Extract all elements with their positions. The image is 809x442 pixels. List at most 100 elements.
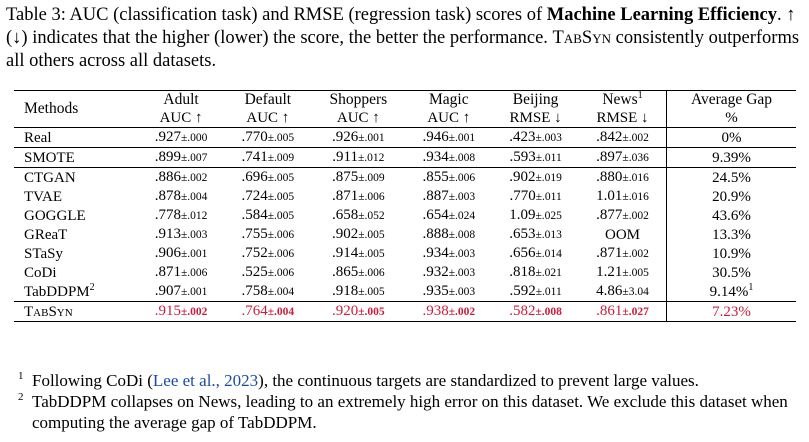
score-cell: 4.86±3.04 xyxy=(596,283,649,299)
news-footnote-mark: 1 xyxy=(637,89,643,101)
score-cell: .871±.002 xyxy=(596,245,649,261)
method-name: Real xyxy=(14,127,138,148)
score-cell: .770±.011 xyxy=(509,188,562,204)
score-cell: .656±.014 xyxy=(509,245,562,261)
method-name: STaSy xyxy=(24,245,63,262)
score-cell: .855±.006 xyxy=(405,167,493,187)
score-cell: .920±.005 xyxy=(311,301,406,322)
col-header-magic: Magic xyxy=(405,90,493,109)
average-gap-cell: 0% xyxy=(666,127,796,148)
score-cell: .887±.003 xyxy=(422,188,476,204)
score-cell: .926±.001 xyxy=(311,127,406,148)
header-row-names: Methods Adult Default Shoppers Magic Bei… xyxy=(14,89,796,128)
table-row: CoDi .871±.006 .525±.006 .865±.006 .932±.003… xyxy=(14,263,796,282)
score-cell: .877±.002 xyxy=(596,207,649,223)
score-cell: .592±.011 xyxy=(509,283,562,299)
score-cell: .818±.021 xyxy=(509,264,562,280)
table-row: TabDDPM2 .907±.001 .758±.004 .918±.005 .935±… xyxy=(14,282,796,302)
average-gap-cell: 7.23% xyxy=(666,301,796,322)
score-cell: .755±.006 xyxy=(241,226,295,242)
score-cell: .913±.003 xyxy=(154,226,208,242)
footnote-1: 1 Following CoDi (Lee et al., 2023), the … xyxy=(18,370,699,390)
score-cell: .938±.002 xyxy=(405,301,493,322)
caption-label: Table 3: xyxy=(6,5,66,25)
average-gap-cell: 13.3% xyxy=(666,225,796,244)
score-cell: .935±.003 xyxy=(422,283,476,299)
average-gap-cell: 43.6% xyxy=(666,206,796,225)
score-cell: .906±.001 xyxy=(154,245,208,261)
col-header-gap: Average Gap xyxy=(666,90,796,109)
score-cell: .902±.005 xyxy=(331,226,385,242)
method-name: GOGGLE xyxy=(24,207,86,224)
metric-beijing: RMSE ↓ xyxy=(509,110,562,126)
score-cell: .927±.000 xyxy=(137,127,225,148)
citation-link[interactable]: Lee et al., 2023 xyxy=(152,371,259,390)
score-cell: .897±.036 xyxy=(578,147,667,168)
score-cell: .758±.004 xyxy=(241,283,295,299)
caption-text-c: consistently outperforms all others acro… xyxy=(6,28,800,71)
score-cell: .865±.006 xyxy=(331,264,385,280)
score-cell: .946±.001 xyxy=(405,127,493,148)
score-cell: .886±.002 xyxy=(137,167,225,187)
method-name: CoDi xyxy=(24,264,57,281)
footnotes: 1 Following CoDi (Lee et al., 2023), the … xyxy=(18,370,804,433)
col-header-beijing: Beijing xyxy=(492,90,579,109)
score-cell: .593±.011 xyxy=(492,147,579,168)
score-cell: .915±.002 xyxy=(137,301,225,322)
table-row: GReaT .913±.003 .755±.006 .902±.005 .888±.00… xyxy=(14,225,796,244)
metric-gap: % xyxy=(666,109,796,128)
col-header-news: News1 xyxy=(578,89,667,109)
score-cell: 1.01±.016 xyxy=(596,188,649,204)
average-gap-cell: 30.5% xyxy=(666,263,796,282)
metric-default: AUC ↑ xyxy=(246,110,290,126)
score-cell: 1.21±.005 xyxy=(596,264,649,280)
score-cell: .907±.001 xyxy=(154,283,208,299)
average-gap-cell: 24.5% xyxy=(666,167,796,187)
score-cell: .653±.013 xyxy=(509,226,562,242)
metric-adult: AUC ↑ xyxy=(159,110,203,126)
metric-shoppers: AUC ↑ xyxy=(336,110,380,126)
score-cell: .911±.012 xyxy=(311,147,406,168)
caption-text-a: AUC (classification task) and RMSE (regr… xyxy=(65,5,547,25)
method-name: SMOTE xyxy=(14,147,138,168)
score-cell: .842±.002 xyxy=(578,127,667,148)
score-cell: .584±.005 xyxy=(241,207,295,223)
score-cell: .934±.008 xyxy=(405,147,493,168)
col-header-adult: Adult xyxy=(137,90,225,109)
score-cell: .888±.008 xyxy=(422,226,476,242)
footnote-2: 2 TabDDPM collapses on News, leading to a… xyxy=(18,391,788,432)
score-cell: .525±.006 xyxy=(241,264,295,280)
method-name: TVAE xyxy=(24,188,63,205)
col-header-shoppers: Shoppers xyxy=(311,90,406,109)
score-cell: .696±.005 xyxy=(224,167,312,187)
caption-model: TabSyn xyxy=(552,28,611,48)
score-cell: .423±.003 xyxy=(492,127,579,148)
average-gap-cell: 20.9% xyxy=(666,187,796,206)
score-cell: .914±.005 xyxy=(331,245,385,261)
score-cell: .658±.052 xyxy=(331,207,385,223)
method-name: CTGAN xyxy=(14,167,138,187)
average-gap-cell: 10.9% xyxy=(666,244,796,263)
score-cell: 1.09±.025 xyxy=(509,207,562,223)
score-cell: .932±.003 xyxy=(422,264,476,280)
score-cell: .582±.008 xyxy=(492,301,579,322)
methods-header: Methods xyxy=(14,90,138,128)
method-name: TabDDPM2 xyxy=(24,281,95,300)
results-table: Methods Adult Default Shoppers Magic Bei… xyxy=(14,90,796,322)
score-cell: .770±.005 xyxy=(224,127,312,148)
score-cell: .764±.004 xyxy=(224,301,312,322)
table-row: SMOTE .899±.007.741±.009.911±.012.934±.00… xyxy=(14,147,796,168)
score-cell: .871±.006 xyxy=(331,188,385,204)
metric-news: RMSE ↓ xyxy=(596,110,649,126)
average-gap-cell: 9.39% xyxy=(666,147,796,168)
table-body: Real .927±.000.770±.005.926±.001.946±.001… xyxy=(14,127,796,322)
score-cell: .741±.009 xyxy=(224,147,312,168)
score-cell: .880±.016 xyxy=(578,167,667,187)
score-cell: .899±.007 xyxy=(137,147,225,168)
header-row-metrics: AUC ↑ AUC ↑ AUC ↑ AUC ↑ RMSE ↓ RMSE ↓ % xyxy=(14,109,796,128)
score-cell: .724±.005 xyxy=(241,188,295,204)
score-cell: .752±.006 xyxy=(241,245,295,261)
method-name: GReaT xyxy=(24,226,68,243)
caption-bold: Machine Learning Efficiency xyxy=(546,5,777,25)
